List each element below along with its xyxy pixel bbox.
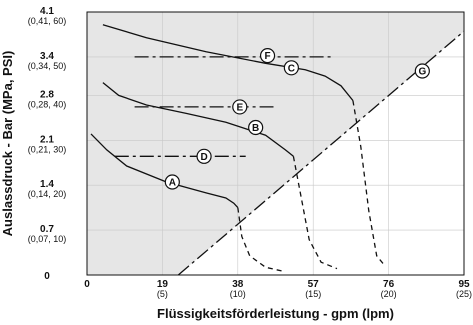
y-tick-labels: 00.7(0,07, 10)1.4(0,14, 20)2.1(0,21, 30)… bbox=[28, 6, 67, 282]
y-axis-title: Auslassdruck - Bar (MPa, PSI) bbox=[0, 51, 15, 237]
x-tick-sublabel: (10) bbox=[230, 289, 246, 299]
x-tick-sublabel: (15) bbox=[305, 289, 321, 299]
x-tick-sublabel: (25) bbox=[456, 289, 472, 299]
marker-g-label: G bbox=[418, 67, 426, 78]
x-tick-labels: 0 19(5)38(10)57(15)76(20)95(25) bbox=[84, 279, 472, 299]
y-tick-sublabel: (0,28, 40) bbox=[28, 99, 67, 109]
marker-e-label: E bbox=[236, 102, 243, 113]
marker-c-label: C bbox=[288, 63, 295, 74]
y-tick-sublabel: (0,21, 30) bbox=[28, 144, 67, 154]
y-tick-sublabel: (0,34, 50) bbox=[28, 61, 67, 71]
marker-f-label: F bbox=[265, 51, 271, 62]
x-tick-sublabel: (5) bbox=[157, 289, 168, 299]
y-tick-label: 0 bbox=[44, 271, 50, 282]
x-axis-title: Flüssigkeitsförderleistung - gpm (lpm) bbox=[157, 306, 394, 321]
y-tick-sublabel: (0,14, 20) bbox=[28, 189, 67, 199]
marker-b-label: B bbox=[252, 123, 259, 134]
y-tick-sublabel: (0,07, 10) bbox=[28, 234, 67, 244]
x-tick-sublabel: (20) bbox=[381, 289, 397, 299]
marker-d-label: D bbox=[200, 152, 207, 163]
y-tick-sublabel: (0,41, 60) bbox=[28, 16, 67, 26]
x-tick-label: 0 bbox=[84, 279, 90, 290]
marker-a-label: A bbox=[169, 177, 176, 188]
